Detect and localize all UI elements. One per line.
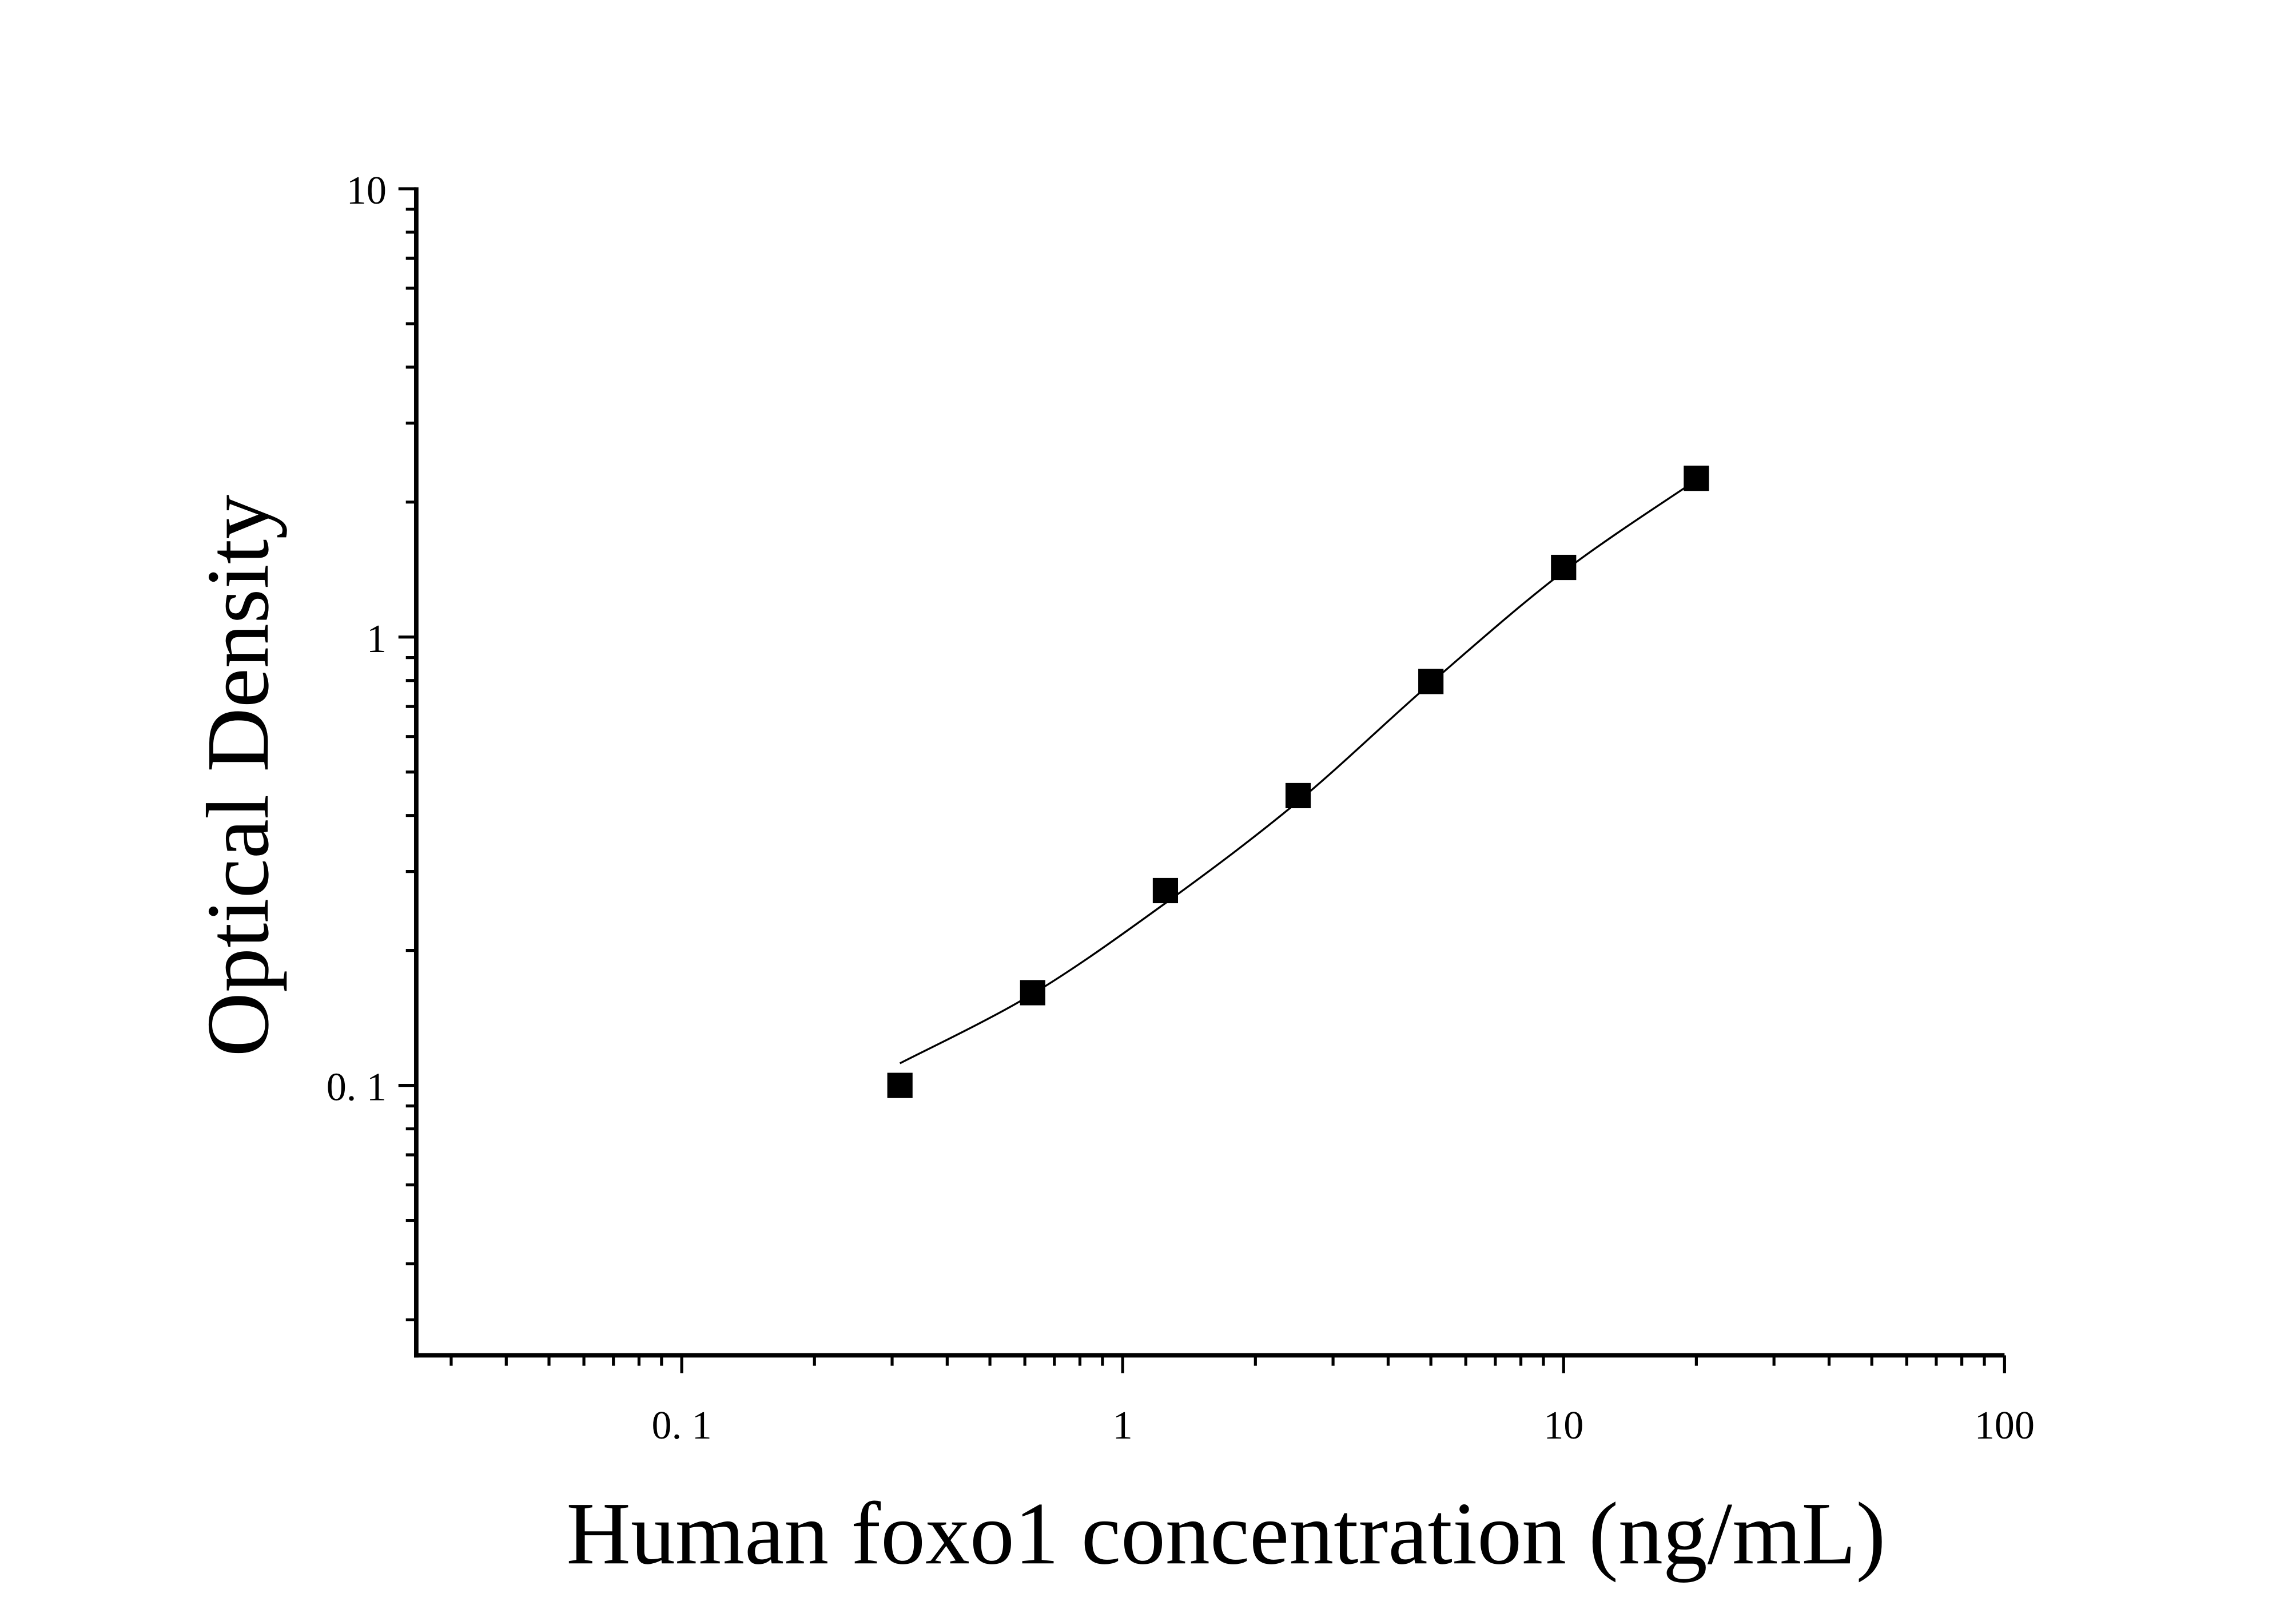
- data-point: [1551, 554, 1577, 581]
- data-point: [887, 1072, 913, 1098]
- y-axis-title: Optical Density: [188, 495, 287, 1057]
- x-tick-label: 100: [1975, 1403, 2035, 1448]
- x-tick-label: 10: [1543, 1403, 1583, 1448]
- fit-curve: [899, 479, 1697, 1064]
- data-point: [1684, 466, 1709, 491]
- plot-area: 0. 1 1 10 100 0. 1 1 10: [327, 168, 2035, 1448]
- data-point: [1152, 877, 1179, 904]
- x-axis-title: Human foxo1 concentration (ng/mL): [566, 1484, 1885, 1583]
- y-tick-label: 10: [347, 168, 387, 213]
- x-tick-label: 1: [1113, 1403, 1133, 1448]
- y-tick-label: 1: [367, 617, 387, 661]
- y-tick-label: 0. 1: [327, 1065, 387, 1110]
- data-point: [1285, 782, 1311, 809]
- x-tick-label: 0. 1: [652, 1403, 712, 1448]
- data-point: [1020, 980, 1045, 1006]
- data-point: [1418, 669, 1444, 694]
